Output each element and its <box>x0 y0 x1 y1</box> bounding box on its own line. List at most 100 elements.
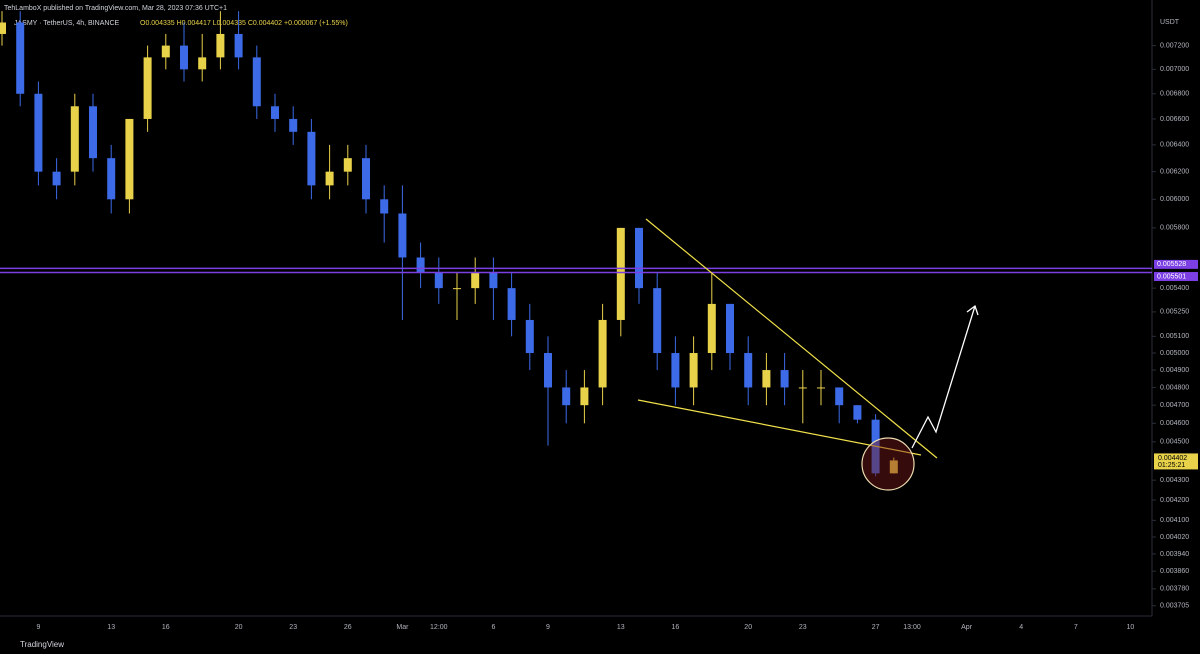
candle-body <box>744 353 753 388</box>
x-tick-label: 13 <box>107 624 115 631</box>
candle-body <box>0 22 6 34</box>
y-tick-label: 0.003940 <box>1160 551 1189 558</box>
x-tick-label: 16 <box>672 624 680 631</box>
candle-body <box>653 288 662 354</box>
candle-body <box>544 353 552 388</box>
y-tick-label: 0.004800 <box>1160 384 1189 391</box>
projection-arrow <box>911 305 976 449</box>
x-tick-label: Apr <box>961 624 973 631</box>
y-tick-label: 0.005250 <box>1160 309 1189 316</box>
y-tick-label: 0.004900 <box>1160 367 1189 374</box>
y-tick-label: 0.005000 <box>1160 350 1189 357</box>
candle-body <box>380 199 389 214</box>
y-tick-label: 0.003705 <box>1160 603 1189 610</box>
x-tick-label: 12:00 <box>430 624 448 631</box>
highlight-circle <box>861 437 915 491</box>
y-tick-label: 0.004300 <box>1160 477 1189 484</box>
candle-body <box>362 158 370 200</box>
candle-body <box>853 405 862 420</box>
x-tick-label: 16 <box>162 624 170 631</box>
candle-body <box>598 319 607 388</box>
y-tick-label: 0.004200 <box>1160 497 1189 504</box>
candle-body <box>307 131 316 186</box>
candle-body <box>398 213 407 258</box>
candle-body <box>798 387 807 389</box>
published-text: TehLamboX published on TradingView.com, … <box>4 5 227 12</box>
candle-body <box>835 387 844 406</box>
x-tick-label: 20 <box>235 624 243 631</box>
x-tick-label: 23 <box>799 624 807 631</box>
y-tick-label: 0.003780 <box>1160 586 1189 593</box>
candle-body <box>616 227 625 320</box>
ohlc-text: O0.004335 H0.004417 L0.004335 C0.004402 … <box>140 20 348 27</box>
x-tick-label: 20 <box>744 624 752 631</box>
candle-body <box>271 106 279 119</box>
candle-body <box>434 272 443 289</box>
candle-body <box>70 106 79 172</box>
candle-body <box>89 106 97 159</box>
lower-trendline <box>637 399 922 456</box>
x-tick-label: 13 <box>617 624 625 631</box>
y-tick-label: 0.004020 <box>1160 534 1189 541</box>
axis-labels: 0.007200 0.007000 0.006800 0.006600 0.006400… <box>36 42 1198 631</box>
drawings <box>637 218 979 491</box>
current-price-label: 0.004402 <box>1158 455 1187 462</box>
candle-body <box>34 93 43 172</box>
candle-body <box>289 118 298 132</box>
candle-body <box>889 460 898 474</box>
x-tick-label: 4 <box>1019 624 1023 631</box>
upper-trendline <box>645 218 938 459</box>
price-line-tag <box>1154 272 1198 282</box>
y-tick-label: 0.003860 <box>1160 568 1189 575</box>
x-tick-label: 7 <box>1074 624 1078 631</box>
x-tick-label: 13:00 <box>903 624 921 631</box>
x-tick-label: 10 <box>1127 624 1135 631</box>
y-tick-label: 0.005100 <box>1160 333 1189 340</box>
candle-body <box>216 33 225 58</box>
footer-logo: TradingView <box>20 640 64 649</box>
candle-body <box>707 303 716 354</box>
current-price-tag <box>1154 453 1198 470</box>
price-line-label: 0.005528 <box>1157 261 1186 268</box>
y-tick-label: 0.005400 <box>1160 285 1189 292</box>
candle-body <box>817 387 825 389</box>
symbol-text: JASMY · TetherUS, 4h, BINANCE <box>14 20 119 27</box>
y-tick-label: 0.006200 <box>1160 169 1189 176</box>
candle-body <box>471 272 480 289</box>
candle-body <box>343 158 352 172</box>
y-tick-label: 0.004700 <box>1160 402 1189 409</box>
y-tick-label: 0.007200 <box>1160 42 1189 49</box>
y-tick-label: 0.006600 <box>1160 116 1189 123</box>
x-tick-label: 9 <box>546 624 550 631</box>
candle-body <box>635 227 643 289</box>
y-tick-label: 0.006400 <box>1160 142 1189 149</box>
y-tick-label: 0.004600 <box>1160 420 1189 427</box>
x-tick-label: 27 <box>872 624 880 631</box>
candle-body <box>762 370 771 388</box>
candle-body <box>726 303 734 354</box>
y-tick-label: 0.007000 <box>1160 66 1189 73</box>
candle-body <box>234 33 243 58</box>
candle-body <box>507 288 516 320</box>
x-tick-label: 9 <box>36 624 40 631</box>
x-tick-label: 26 <box>344 624 352 631</box>
x-tick-label: Mar <box>396 624 409 631</box>
candle-body <box>325 171 334 186</box>
candle-body <box>161 45 170 58</box>
y-unit: USDT <box>1160 19 1180 26</box>
candle-body <box>125 118 134 200</box>
y-tick-label: 0.004500 <box>1160 439 1189 446</box>
candle-body <box>671 353 680 388</box>
candle-body <box>416 257 425 273</box>
candle-body <box>453 288 461 290</box>
candle-body <box>525 319 534 354</box>
candle-body <box>52 171 61 186</box>
price-line-label: 0.005501 <box>1157 273 1186 280</box>
candle-body <box>107 158 116 200</box>
x-tick-label: 23 <box>289 624 297 631</box>
candle-body <box>143 57 152 119</box>
arrow-head <box>966 304 979 316</box>
y-tick-label: 0.006000 <box>1160 196 1189 203</box>
